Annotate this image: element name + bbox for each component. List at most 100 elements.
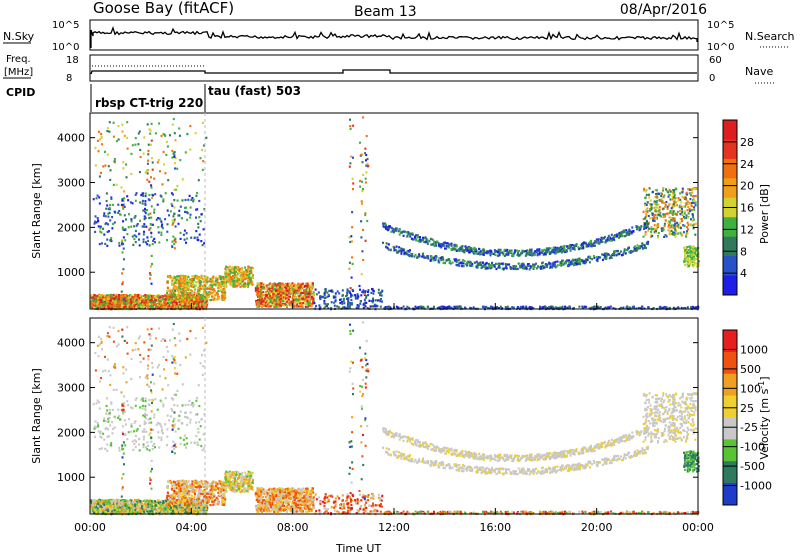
echo-point <box>690 194 693 197</box>
echo-point <box>532 252 535 255</box>
echo-point <box>268 301 271 304</box>
echo-point <box>282 299 285 303</box>
echo-point <box>489 249 492 252</box>
echo-point <box>443 305 446 308</box>
echo-point <box>273 305 276 308</box>
echo-point <box>346 305 349 308</box>
echo-point <box>106 244 109 247</box>
echo-point <box>442 244 445 247</box>
echo-point <box>241 270 244 273</box>
echo-point <box>569 249 572 252</box>
echo-point <box>506 248 509 251</box>
echo-point <box>298 282 301 285</box>
echo-point <box>214 283 217 286</box>
echo-point <box>659 307 662 310</box>
echo-point <box>381 300 383 303</box>
echo-point <box>98 294 101 297</box>
echo-point <box>654 189 657 192</box>
echo-point <box>420 307 423 310</box>
echo-point <box>491 306 494 309</box>
echo-point <box>105 192 108 195</box>
echo-point <box>184 206 186 209</box>
echo-point <box>225 273 228 276</box>
echo-point <box>645 221 648 225</box>
echo-point <box>266 287 269 290</box>
echo-point <box>529 248 531 251</box>
echo-point <box>106 153 109 156</box>
echo-point <box>379 293 382 296</box>
echo-point <box>593 244 596 247</box>
echo-point <box>614 234 617 237</box>
echo-point <box>599 306 602 309</box>
echo-point <box>149 301 152 304</box>
echo-point <box>649 235 652 238</box>
echo-point <box>487 250 490 253</box>
echo-point <box>324 289 327 293</box>
echo-point <box>663 235 666 238</box>
echo-point <box>421 307 424 310</box>
echo-point <box>189 306 192 309</box>
echo-point <box>348 305 351 308</box>
echo-point <box>232 271 235 274</box>
echo-point <box>690 250 693 253</box>
echo-point <box>186 283 189 286</box>
echo-point <box>363 298 366 301</box>
echo-point <box>187 279 190 282</box>
echo-point <box>184 198 187 202</box>
echo-point <box>248 270 251 273</box>
echo-point <box>111 216 114 219</box>
echo-point <box>199 295 202 298</box>
echo-point <box>213 281 216 284</box>
echo-point <box>628 230 631 233</box>
echo-point <box>441 245 444 248</box>
echo-point <box>450 248 453 251</box>
echo-point <box>232 279 234 282</box>
echo-point <box>167 275 170 279</box>
echo-point <box>683 260 686 263</box>
echo-point <box>398 246 401 249</box>
echo-point <box>511 306 514 309</box>
echo-point <box>687 223 690 227</box>
echo-point <box>679 213 682 216</box>
echo-point <box>163 298 166 301</box>
echo-point <box>231 266 234 269</box>
echo-point <box>683 251 686 254</box>
echo-point <box>566 306 569 309</box>
echo-point <box>134 229 137 233</box>
echo-point <box>357 295 360 298</box>
echo-point <box>490 305 493 308</box>
echo-point <box>270 290 273 293</box>
echo-point <box>439 306 442 310</box>
echo-point <box>357 305 360 308</box>
echo-point <box>653 224 656 227</box>
echo-point <box>248 272 251 276</box>
echo-point <box>242 283 245 286</box>
echo-point <box>96 304 99 307</box>
echo-point <box>674 201 677 204</box>
echo-point <box>284 286 287 289</box>
echo-point <box>139 148 142 152</box>
echo-point <box>295 305 298 308</box>
echo-point <box>496 250 499 254</box>
echo-point <box>187 300 190 303</box>
echo-point <box>674 235 677 238</box>
echo-point <box>522 250 525 253</box>
echo-point <box>184 289 187 293</box>
echo-point <box>417 236 419 239</box>
echo-point <box>685 191 688 194</box>
echo-point <box>208 280 211 283</box>
echo-point <box>656 195 659 198</box>
echo-point <box>284 302 286 306</box>
echo-point <box>349 302 352 305</box>
echo-point <box>695 306 698 309</box>
echo-point <box>683 210 686 213</box>
echo-point <box>269 293 272 296</box>
echo-point <box>115 295 117 298</box>
echo-point <box>112 293 115 296</box>
echo-point <box>256 287 259 290</box>
echo-point <box>182 277 185 280</box>
echo-point <box>272 286 275 289</box>
echo-point <box>272 282 275 285</box>
echo-point <box>248 274 251 277</box>
echo-point <box>195 230 198 233</box>
